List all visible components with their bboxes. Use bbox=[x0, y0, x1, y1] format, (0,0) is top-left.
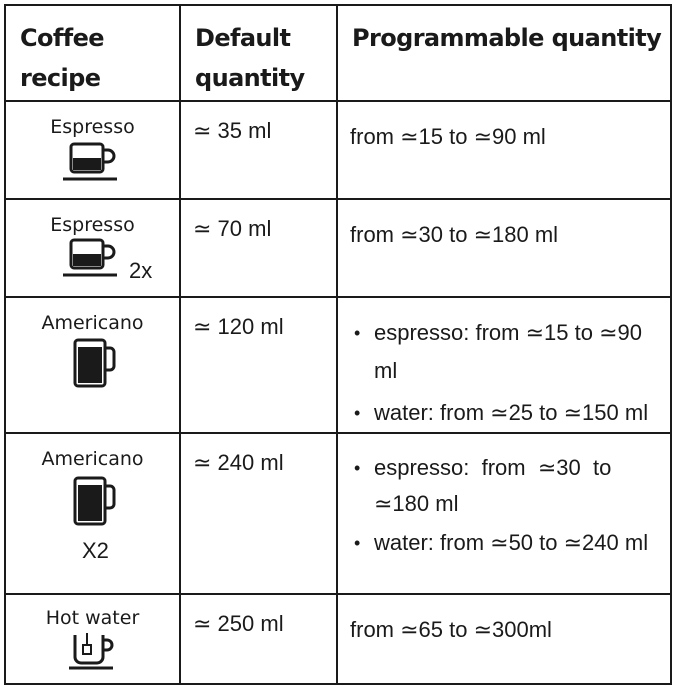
programmable-quantity-cell: from ≃30 to ≃180 ml bbox=[336, 198, 672, 298]
recipe-label: Americano bbox=[41, 448, 144, 470]
table-row: Americano X2 ≃ 240 ml • espresso: from ≃3… bbox=[4, 432, 672, 595]
recipe-cell: Espresso bbox=[4, 100, 181, 200]
programmable-quantity-cell: • espresso: from ≃15 to ≃90 ml • water: fr… bbox=[336, 296, 672, 434]
recipe-cell: Americano X2 bbox=[4, 432, 181, 595]
header-row: Coffee recipe Default quantity Programma… bbox=[4, 4, 672, 102]
programmable-list: • espresso: from ≃15 to ≃90 ml • water: fr… bbox=[350, 314, 670, 432]
table-row: Americano ≃ 120 ml • espresso: from ≃15 t… bbox=[4, 296, 672, 434]
list-item: • water: from ≃25 to ≃150 ml bbox=[354, 400, 649, 425]
recipe-label: Americano bbox=[41, 312, 144, 334]
header-default-quantity: Default quantity bbox=[179, 4, 338, 102]
default-quantity-cell: ≃ 70 ml bbox=[179, 198, 338, 298]
default-quantity-cell: ≃ 250 ml bbox=[179, 593, 338, 685]
recipe-cell: Hot water bbox=[4, 593, 181, 685]
espresso-cup-icon bbox=[62, 238, 117, 277]
tea-cup-icon bbox=[68, 633, 113, 670]
programmable-quantity-cell: from ≃15 to ≃90 ml bbox=[336, 100, 672, 200]
default-quantity-cell: ≃ 240 ml bbox=[179, 432, 338, 595]
recipe-label: Hot water bbox=[45, 607, 140, 629]
mug-icon bbox=[73, 476, 115, 526]
table-row: Espresso ≃ 35 ml from ≃15 to ≃90 ml bbox=[4, 100, 672, 200]
coffee-quantity-table: Coffee recipe Default quantity Programma… bbox=[4, 4, 672, 685]
header-programmable-quantity: Programmable quantity bbox=[336, 4, 672, 102]
recipe-label: Espresso bbox=[50, 116, 135, 138]
default-quantity-cell: ≃ 120 ml bbox=[179, 296, 338, 434]
recipe-cell: Espresso 2x bbox=[4, 198, 181, 298]
default-quantity-cell: ≃ 35 ml bbox=[179, 100, 338, 200]
programmable-list: • espresso: from ≃30 to ≃180 ml • water: f… bbox=[350, 450, 670, 562]
table-row: Hot water ≃ 250 ml from ≃65 to ≃300ml bbox=[4, 593, 672, 685]
mug-icon bbox=[73, 338, 115, 388]
list-item: • espresso: from ≃15 to ≃90 ml bbox=[354, 320, 642, 383]
programmable-quantity-cell: • espresso: from ≃30 to ≃180 ml • water: f… bbox=[336, 432, 672, 595]
recipe-cell: Americano bbox=[4, 296, 181, 434]
multiplier-label: 2x bbox=[129, 258, 153, 283]
list-item: • water: from ≃50 to ≃240 ml bbox=[354, 530, 649, 555]
multiplier-label: X2 bbox=[82, 538, 109, 563]
list-item: • espresso: from ≃30 to ≃180 ml bbox=[354, 455, 624, 516]
espresso-cup-icon bbox=[62, 142, 117, 181]
recipe-label: Espresso bbox=[50, 214, 135, 236]
header-coffee-recipe: Coffee recipe bbox=[4, 4, 181, 102]
programmable-quantity-cell: from ≃65 to ≃300ml bbox=[336, 593, 672, 685]
table-row: Espresso 2x ≃ 70 ml from ≃30 to ≃180 ml bbox=[4, 198, 672, 298]
